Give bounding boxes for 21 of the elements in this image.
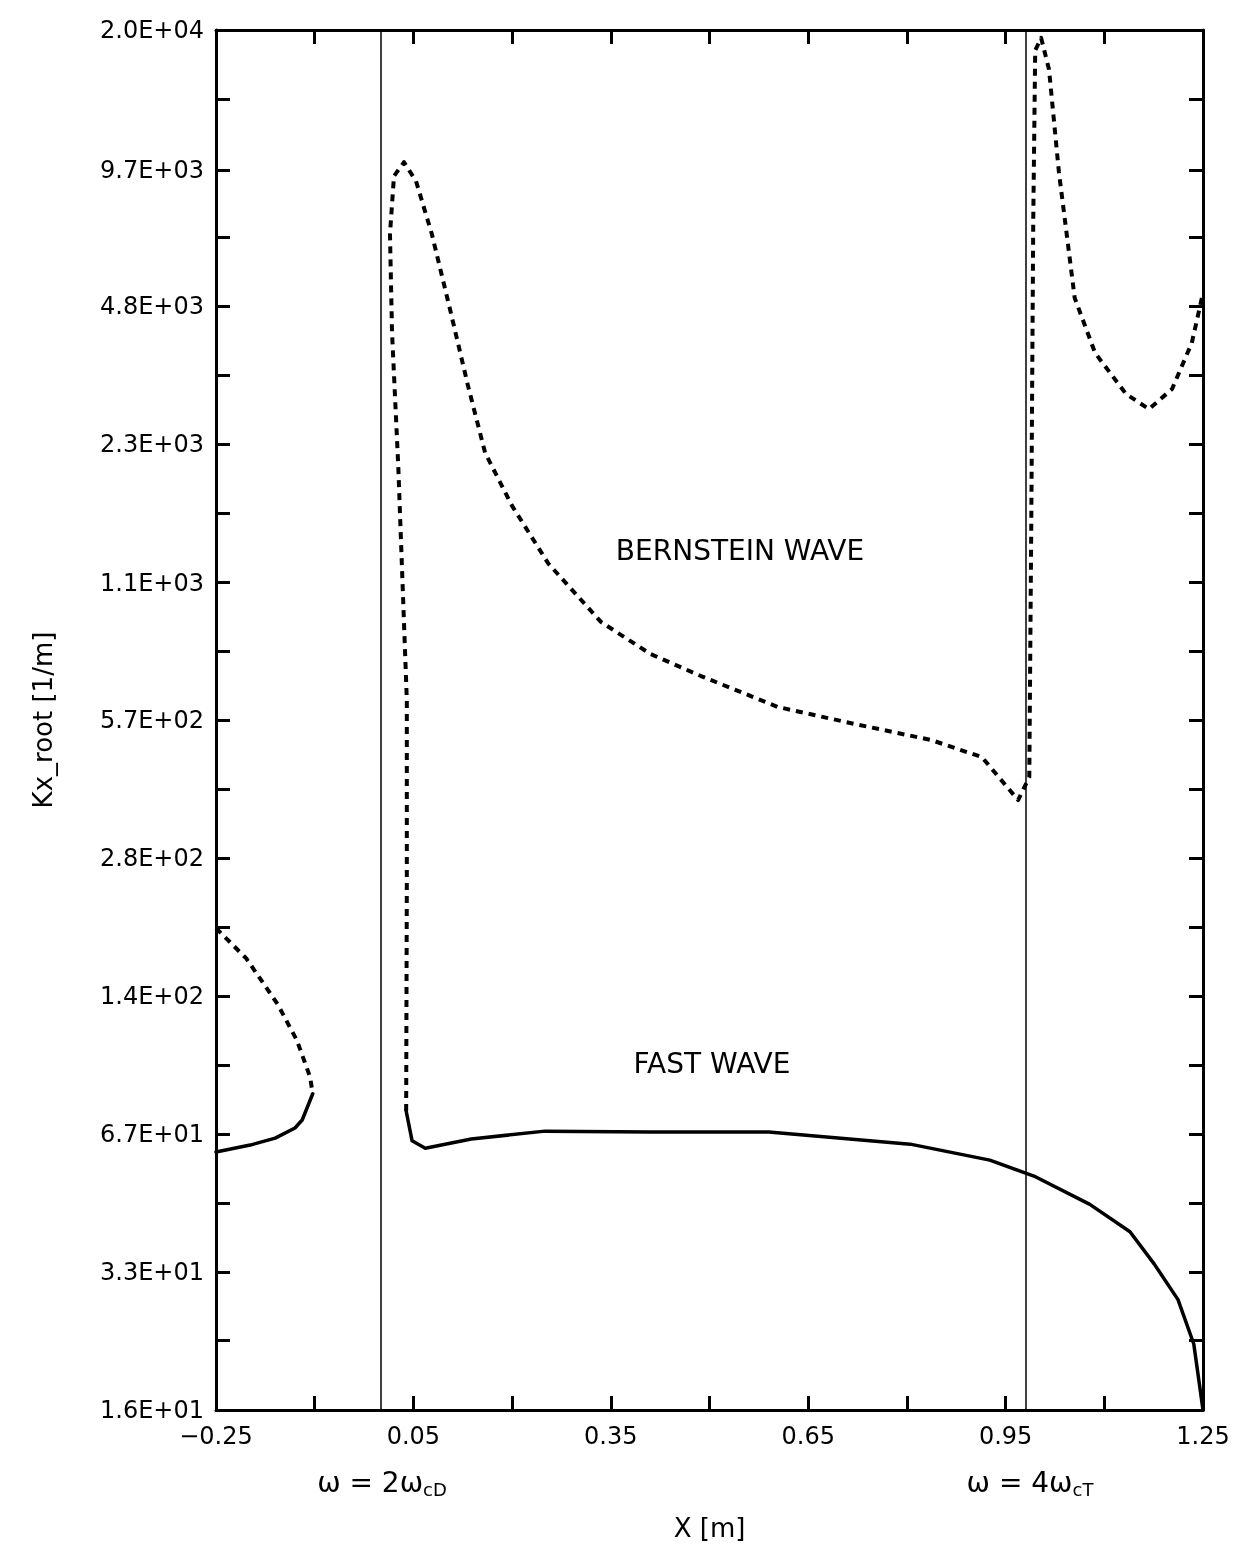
x-tick-label: −0.25 bbox=[179, 1422, 253, 1450]
y-tick-label: 2.3E+03 bbox=[100, 430, 204, 459]
y-tick-label: 3.3E+01 bbox=[100, 1258, 204, 1287]
annotation: BERNSTEIN WAVE bbox=[615, 533, 865, 567]
annotation: FAST WAVE bbox=[633, 1046, 791, 1080]
y-tick-label: 2.0E+04 bbox=[100, 16, 204, 44]
x-tick-label: 1.25 bbox=[1176, 1422, 1230, 1450]
y-tick-label: 2.8E+02 bbox=[100, 844, 204, 873]
y-tick-label: 4.8E+03 bbox=[100, 292, 204, 321]
y-tick-label: 6.7E+01 bbox=[100, 1120, 204, 1149]
x-axis-title: X [m] bbox=[673, 1513, 746, 1543]
y-tick-label: 1.6E+01 bbox=[100, 1396, 204, 1424]
y-tick-label: 1.4E+02 bbox=[100, 981, 204, 1010]
x-tick-label: 0.65 bbox=[781, 1422, 835, 1450]
x-tick-label: 0.35 bbox=[584, 1422, 638, 1450]
y-tick-label: 9.7E+03 bbox=[100, 156, 204, 185]
y-tick-label: 1.1E+03 bbox=[100, 568, 204, 597]
x-tick-label: 0.95 bbox=[978, 1422, 1033, 1450]
y-tick-label: 5.7E+02 bbox=[100, 705, 204, 734]
x-tick-label: 0.05 bbox=[386, 1422, 441, 1450]
y-axis-title: Kx_root [1/m] bbox=[28, 631, 58, 809]
